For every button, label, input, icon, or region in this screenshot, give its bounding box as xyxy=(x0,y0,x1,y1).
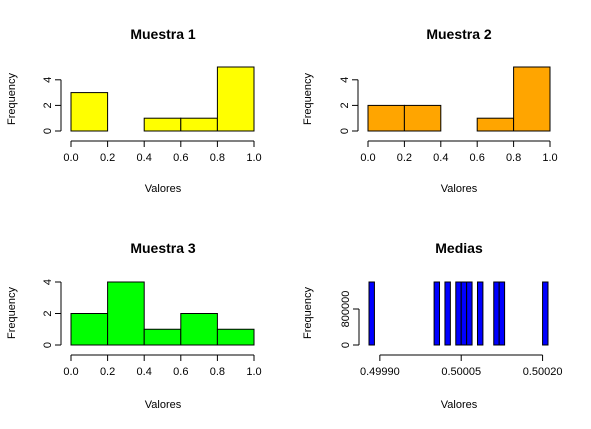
y-tick-label: 2 xyxy=(42,102,54,108)
x-tick-label: 1.0 xyxy=(542,152,557,164)
x-tick-label: 0.0 xyxy=(360,152,375,164)
y-axis-label: Frequency xyxy=(302,287,314,339)
x-tick-label: 1.0 xyxy=(246,152,261,164)
axes: 0.0 0.2 0.4 0.6 0.8 1.0 0 2 4 xyxy=(42,77,262,164)
bars xyxy=(368,281,549,346)
histogram-bar xyxy=(513,66,551,132)
histogram-bar xyxy=(476,281,484,346)
y-axis-label: Frequency xyxy=(6,73,18,125)
histogram-bar xyxy=(180,313,218,346)
y-tick-label: 2 xyxy=(339,102,351,108)
x-tick-label: 0.2 xyxy=(100,366,115,378)
histogram-bar xyxy=(498,281,506,346)
x-axis-label: Valores xyxy=(441,399,478,411)
panel-muestra-1: Muestra 1 Frequency Valores 0.0 0.2 0.4 0.6… xyxy=(6,26,262,195)
x-tick-label: 0.8 xyxy=(210,152,225,164)
x-tick-label: 0.4 xyxy=(137,152,152,164)
histogram-bar xyxy=(107,281,145,346)
y-tick-label: 0 xyxy=(42,342,54,348)
histogram-bar xyxy=(367,104,405,132)
y-tick-label: 2 xyxy=(42,310,54,316)
x-tick-label: 0.6 xyxy=(173,366,188,378)
histogram-bar xyxy=(368,281,375,346)
y-axis-label: Frequency xyxy=(6,287,18,339)
histogram-bar xyxy=(216,328,255,346)
histogram-bar xyxy=(143,328,182,346)
x-tick-label: 1.0 xyxy=(246,366,261,378)
bars xyxy=(70,281,255,346)
y-tick-label: 4 xyxy=(42,77,54,83)
x-tick-label: 0.50005 xyxy=(441,366,481,378)
x-tick-label: 0.4 xyxy=(433,152,448,164)
y-tick-label: 4 xyxy=(339,77,351,83)
histogram-bar xyxy=(466,281,473,346)
panel-medias: Medias Frequency Valores 0.49990 0.50005 0… xyxy=(302,240,562,411)
histogram-bar xyxy=(143,117,182,132)
y-tick-label: 800000 xyxy=(340,291,352,328)
panel-title: Muestra 2 xyxy=(426,26,492,42)
x-tick-label: 0.0 xyxy=(63,366,78,378)
x-tick-label: 0.8 xyxy=(210,366,225,378)
x-axis-label: Valores xyxy=(441,183,478,195)
x-axis-label: Valores xyxy=(145,183,182,195)
x-tick-label: 0.6 xyxy=(470,152,485,164)
y-tick-label: 0 xyxy=(340,342,352,348)
histogram-bar xyxy=(216,66,255,132)
y-tick-label: 0 xyxy=(339,128,351,134)
bars xyxy=(367,66,551,132)
axes: 0.49990 0.50005 0.50020 0 800000 xyxy=(340,291,562,378)
panel-title: Muestra 3 xyxy=(130,240,196,256)
axes: 0.0 0.2 0.4 0.6 0.8 1.0 0 2 4 xyxy=(42,279,262,378)
x-tick-label: 0.2 xyxy=(100,152,115,164)
x-tick-label: 0.8 xyxy=(506,152,521,164)
histogram-bar xyxy=(403,104,442,132)
panel-muestra-3: Muestra 3 Frequency Valores 0.0 0.2 0.4 0.6… xyxy=(6,240,262,411)
x-tick-label: 0.6 xyxy=(173,152,188,164)
histogram-bar xyxy=(444,281,451,346)
y-tick-label: 4 xyxy=(42,279,54,285)
x-tick-label: 0.49990 xyxy=(360,366,400,378)
histogram-bar xyxy=(433,281,441,346)
panel-title: Medias xyxy=(435,240,483,256)
histogram-bar xyxy=(476,117,515,132)
histogram-bar xyxy=(542,281,549,346)
panel-title: Muestra 1 xyxy=(130,26,196,42)
x-tick-label: 0.0 xyxy=(63,152,78,164)
panel-muestra-2: Muestra 2 Frequency Valores 0.0 0.2 0.4 0.6… xyxy=(302,26,558,195)
y-axis-label: Frequency xyxy=(302,73,314,125)
y-tick-label: 0 xyxy=(42,128,54,134)
histogram-bar xyxy=(70,92,109,132)
x-axis-label: Valores xyxy=(145,399,182,411)
histogram-bar xyxy=(493,281,500,346)
histogram-bar xyxy=(455,281,462,346)
x-tick-label: 0.4 xyxy=(137,366,152,378)
histogram-bar xyxy=(180,117,218,132)
axes: 0.0 0.2 0.4 0.6 0.8 1.0 0 2 4 xyxy=(339,77,558,164)
x-tick-label: 0.2 xyxy=(397,152,412,164)
bars xyxy=(70,66,255,132)
x-tick-label: 0.50020 xyxy=(523,366,563,378)
histogram-bar xyxy=(70,313,109,346)
histogram-bar xyxy=(460,281,468,346)
